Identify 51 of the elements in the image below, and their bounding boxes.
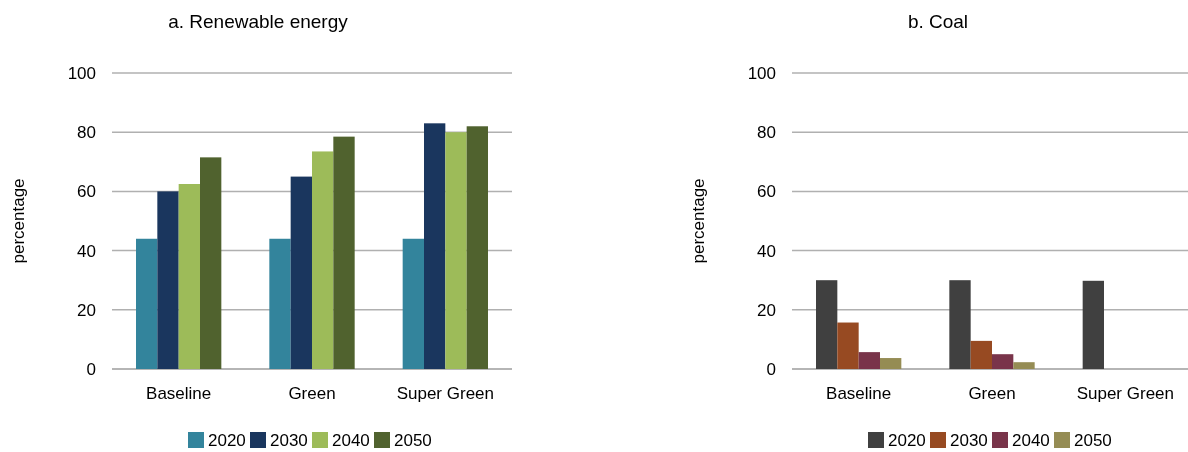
y-tick-label: 100 (67, 63, 96, 83)
y-tick-label: 20 (757, 300, 776, 320)
x-tick-label: Green (968, 384, 1016, 403)
y-axis-title: percentage (689, 178, 708, 264)
bar (1013, 362, 1035, 369)
bar (269, 238, 291, 369)
bar (1082, 280, 1104, 369)
y-tick-label: 20 (77, 300, 96, 320)
bar (992, 354, 1014, 369)
bar (424, 123, 446, 369)
y-tick-label: 100 (747, 63, 776, 83)
y-tick-label: 60 (77, 182, 96, 202)
chart-title: a. Renewable energy (168, 11, 349, 32)
legend-label: 2050 (394, 430, 432, 450)
legend-label: 2050 (1074, 430, 1112, 450)
bar (178, 184, 200, 369)
bar (949, 280, 971, 369)
x-tick-label: Baseline (826, 384, 892, 403)
bar (200, 157, 222, 369)
y-tick-label: 0 (766, 359, 776, 379)
legend-label: 2040 (1012, 430, 1050, 450)
y-axis-title: percentage (9, 178, 28, 264)
bar (136, 238, 158, 369)
x-tick-label: Super Green (1076, 384, 1175, 403)
y-tick-label: 40 (757, 241, 776, 261)
bar (290, 176, 312, 369)
y-tick-label: 80 (77, 123, 96, 143)
chart-title: b. Coal (907, 11, 969, 32)
bar (837, 322, 859, 369)
bar (157, 191, 179, 369)
legend-label: 2020 (888, 430, 926, 450)
x-tick-label: Baseline (146, 384, 212, 403)
bar (858, 352, 880, 369)
x-tick-label: Green (288, 384, 336, 403)
bar (880, 358, 902, 369)
bar (333, 136, 355, 369)
legend-label: 2030 (950, 430, 988, 450)
legend-label: 2020 (208, 430, 246, 450)
legend-label: 2040 (332, 430, 370, 450)
legend-label: 2030 (270, 430, 308, 450)
bar (816, 280, 838, 369)
y-tick-label: 40 (77, 241, 96, 261)
bar (445, 132, 467, 369)
y-tick-label: 0 (86, 359, 96, 379)
bar (466, 126, 488, 369)
x-tick-label: Super Green (396, 384, 495, 403)
bar (402, 238, 424, 369)
y-tick-label: 80 (757, 123, 776, 143)
y-tick-label: 60 (757, 182, 776, 202)
bar (970, 340, 992, 369)
bar (312, 151, 334, 369)
